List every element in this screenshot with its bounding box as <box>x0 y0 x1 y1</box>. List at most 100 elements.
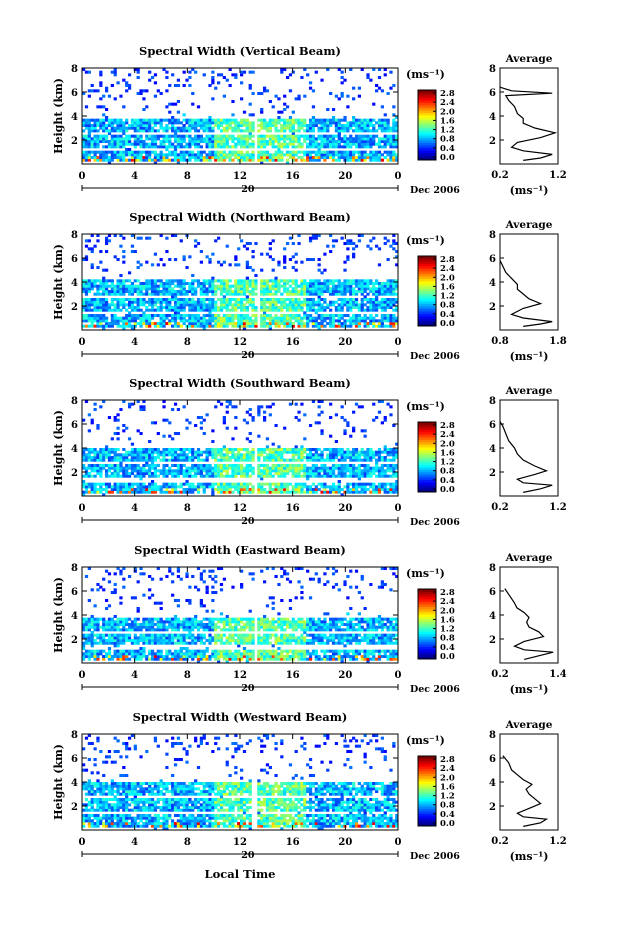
heatmap-cell <box>139 124 143 128</box>
heatmap-cell <box>211 448 215 452</box>
heatmap-cell <box>133 490 137 494</box>
heatmap-cell <box>392 319 396 323</box>
heatmap-cell <box>288 466 293 470</box>
heatmap-cell <box>240 292 244 296</box>
heatmap-cell <box>354 319 359 323</box>
heatmap-cell <box>173 458 178 462</box>
heatmap-cell <box>104 118 109 122</box>
heatmap-cell <box>104 306 109 310</box>
heatmap-cell <box>237 469 241 473</box>
heatmap-cell <box>139 158 143 162</box>
heatmap-cell <box>346 105 350 109</box>
heatmap-cell <box>317 322 321 326</box>
heatmap-cell <box>360 448 364 452</box>
heatmap-cell <box>283 319 287 323</box>
heatmap-cell <box>329 92 333 96</box>
x-tick-label: 20 <box>338 337 352 348</box>
heatmap-cell <box>153 324 158 328</box>
heatmap-cell <box>395 284 399 288</box>
heatmap-cell <box>349 450 353 454</box>
heatmap-cell <box>392 464 396 468</box>
heatmap-cell <box>386 158 390 162</box>
heatmap-cell <box>127 306 132 310</box>
heatmap-cell <box>107 145 112 149</box>
heatmap-cell <box>217 314 221 318</box>
heatmap-cell <box>334 142 339 146</box>
heatmap-cell <box>159 126 163 130</box>
heatmap-cell <box>127 86 132 90</box>
heatmap-cell <box>173 148 178 152</box>
heatmap-cell <box>148 490 152 494</box>
heatmap-cell <box>294 453 298 457</box>
heatmap-cell <box>122 153 126 157</box>
heatmap-cell <box>116 303 120 307</box>
heatmap-cell <box>311 140 316 144</box>
heatmap-cell <box>346 448 350 452</box>
heatmap-cell <box>262 134 267 138</box>
heatmap-cell <box>352 410 356 414</box>
heatmap-cell <box>366 324 370 328</box>
heatmap-cell <box>194 303 198 307</box>
heatmap-cell <box>274 153 278 157</box>
heatmap-cell <box>331 482 336 486</box>
heatmap-cell <box>159 298 163 302</box>
heatmap-cell <box>104 242 109 246</box>
heatmap-cell <box>130 303 135 307</box>
heatmap-cell <box>372 450 376 454</box>
heatmap-cell <box>337 97 341 101</box>
heatmap-cell <box>257 150 261 154</box>
colorbar-swatch <box>418 107 436 111</box>
heatmap-cell <box>245 129 249 133</box>
heatmap-cell <box>228 298 232 302</box>
y-tick-label: 4 <box>71 444 78 455</box>
heatmap-cell <box>133 308 137 312</box>
heatmap-cell <box>82 68 86 72</box>
heatmap-cell <box>171 314 175 318</box>
heatmap-cell <box>113 322 117 326</box>
heatmap-cell <box>395 316 399 320</box>
heatmap-cell <box>168 126 172 130</box>
heatmap-cell <box>294 469 298 473</box>
heatmap-cell <box>294 150 298 154</box>
heatmap-cell <box>303 150 307 154</box>
heatmap-cell <box>173 158 178 162</box>
heatmap-cell <box>237 129 241 133</box>
heatmap-cell <box>372 324 376 328</box>
heatmap-cell <box>225 472 229 476</box>
heatmap-cell <box>300 448 304 452</box>
heatmap-cell <box>107 142 112 146</box>
heatmap-cell <box>262 490 267 494</box>
heatmap-cell <box>357 234 361 238</box>
heatmap-cell <box>122 300 126 304</box>
heatmap-cell <box>386 306 390 310</box>
heatmap-cell <box>380 322 384 326</box>
heatmap-cell <box>320 126 324 130</box>
heatmap-cell <box>340 472 344 476</box>
heatmap-cell <box>150 292 155 296</box>
heatmap-cell <box>199 474 203 478</box>
heatmap-cell <box>277 153 281 157</box>
heatmap-cell <box>127 271 132 275</box>
heatmap-cell <box>222 300 226 304</box>
heatmap-cell <box>357 458 361 462</box>
heatmap-cell <box>191 142 195 146</box>
heatmap-cell <box>127 158 132 162</box>
heatmap-cell <box>291 279 295 283</box>
heatmap-cell <box>119 488 123 492</box>
heatmap-cell <box>110 292 114 296</box>
heatmap-cell <box>142 450 146 454</box>
heatmap-cell <box>262 314 267 318</box>
heatmap-cell <box>331 287 336 291</box>
heatmap-cell <box>182 488 186 492</box>
heatmap-cell <box>199 466 203 470</box>
heatmap-cell <box>211 97 215 101</box>
heatmap-cell <box>380 458 384 462</box>
heatmap-cell <box>145 260 149 264</box>
heatmap-cell <box>251 134 255 138</box>
heatmap-cell <box>171 448 175 452</box>
heatmap-cell <box>208 469 212 473</box>
heatmap-cell <box>377 306 382 310</box>
heatmap-cell <box>104 490 109 494</box>
heatmap-cell <box>99 485 103 489</box>
heatmap-cell <box>262 458 267 462</box>
